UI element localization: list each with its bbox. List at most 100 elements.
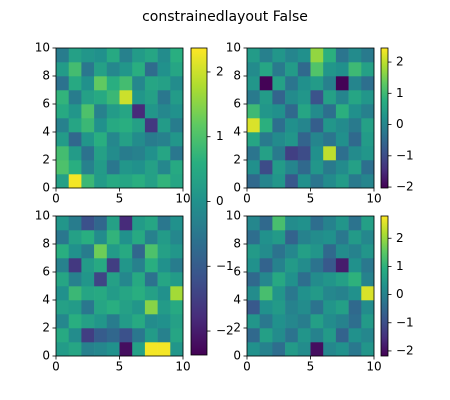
heatmap-cell (132, 146, 146, 161)
heatmap-cell (81, 174, 95, 189)
heatmap-cell (335, 216, 349, 231)
y-tick-label: 2 (42, 153, 50, 167)
heatmap-cell (68, 118, 82, 133)
heatmap-cell (361, 104, 375, 119)
heatmap-cell (68, 62, 82, 77)
heatmap-cell (259, 90, 273, 105)
heatmap-cell (310, 48, 324, 63)
heatmap-cell (310, 314, 324, 329)
x-tick-label: 5 (116, 360, 124, 374)
heatmap-cell (335, 314, 349, 329)
heatmap-cell (170, 314, 184, 329)
heatmap-cell (170, 132, 184, 147)
heatmap-cell (94, 90, 108, 105)
heatmap-cell (247, 300, 260, 315)
heatmap-cell (297, 272, 311, 287)
heatmap-cell (170, 300, 184, 315)
heatmap-cell (297, 146, 311, 161)
heatmap-cell (285, 314, 299, 329)
heatmap-cell (335, 132, 349, 147)
heatmap-cell (247, 314, 260, 329)
heatmap-cell (247, 160, 260, 175)
heatmap-cell (297, 342, 311, 357)
colorbar-tick-label: −2 (396, 343, 414, 357)
heatmap-cell (335, 90, 349, 105)
x-tick-label: 0 (52, 192, 60, 206)
heatmap-cell (335, 160, 349, 175)
heatmap-cell (323, 286, 337, 301)
colorbar-tick-label: 1 (396, 86, 404, 100)
heatmap-cell (119, 160, 133, 175)
heatmap-cell (94, 48, 108, 63)
heatmap-cell (297, 216, 311, 231)
heatmap-cell (323, 90, 337, 105)
colorbar-tick-label: −2 (216, 324, 234, 338)
heatmap-cell (81, 342, 95, 357)
heatmap-cell (132, 160, 146, 175)
heatmap-cell (247, 146, 260, 161)
heatmap-cell (157, 174, 171, 189)
heatmap-cell (310, 104, 324, 119)
heatmap-cell (348, 132, 362, 147)
heatmap-cell (81, 286, 95, 301)
heatmap-cell (68, 244, 82, 259)
heatmap-cell (361, 160, 375, 175)
heatmap-cell (94, 300, 108, 315)
heatmap-cell (297, 286, 311, 301)
heatmap-cell (247, 62, 260, 77)
heatmap-cell (94, 160, 108, 175)
heatmap-cell (310, 286, 324, 301)
heatmap-cell (68, 314, 82, 329)
heatmap-cell (94, 174, 108, 189)
heatmap-cell (157, 216, 171, 231)
heatmap-cell (81, 314, 95, 329)
colorbar-tick-label: −1 (396, 315, 414, 329)
y-tick-label: 2 (233, 153, 241, 167)
heatmap-cell (106, 328, 120, 343)
x-tick-label: 5 (307, 192, 315, 206)
heatmap-cell (348, 300, 362, 315)
heatmap-cell (259, 146, 273, 161)
heatmap-cell (361, 62, 375, 77)
heatmap-cell (285, 160, 299, 175)
heatmap-cell (81, 90, 95, 105)
heatmap-cell (297, 48, 311, 63)
heatmap-cell (68, 160, 82, 175)
heatmap-cell (106, 132, 120, 147)
heatmap-cell (56, 286, 69, 301)
colorbar-tick-label: 1 (396, 259, 404, 273)
heatmap-cell (285, 104, 299, 119)
heatmap-cell (297, 118, 311, 133)
heatmap-cell (323, 272, 337, 287)
heatmap-cell (81, 216, 95, 231)
heatmap-cell (94, 230, 108, 245)
heatmap-cell (81, 146, 95, 161)
heatmap-cell (81, 160, 95, 175)
heatmap-cell (348, 272, 362, 287)
heatmap-cell (119, 48, 133, 63)
heatmap-cell (272, 174, 286, 189)
y-tick-label: 8 (42, 237, 50, 251)
heatmap-cell (247, 118, 260, 133)
heatmap-cell (348, 48, 362, 63)
heatmap-cell (272, 146, 286, 161)
heatmap-cell (335, 258, 349, 273)
heatmap-cell (285, 62, 299, 77)
heatmap-cell (170, 48, 184, 63)
heatmap-cell (259, 244, 273, 259)
heatmap-cell (68, 300, 82, 315)
heatmap-cell (310, 62, 324, 77)
heatmap-cell (335, 146, 349, 161)
heatmap-cell (297, 62, 311, 77)
heatmap-cell (94, 342, 108, 357)
heatmap-cell (335, 174, 349, 189)
heatmap-cell (272, 300, 286, 315)
y-tick-label: 10 (35, 209, 50, 223)
heatmap-cell (68, 48, 82, 63)
heatmap-cell (157, 342, 171, 357)
heatmap-cell (272, 160, 286, 175)
heatmap-cell (247, 230, 260, 245)
heatmap-cell (144, 258, 158, 273)
heatmap-cell (170, 328, 184, 343)
heatmap-cell (361, 230, 375, 245)
